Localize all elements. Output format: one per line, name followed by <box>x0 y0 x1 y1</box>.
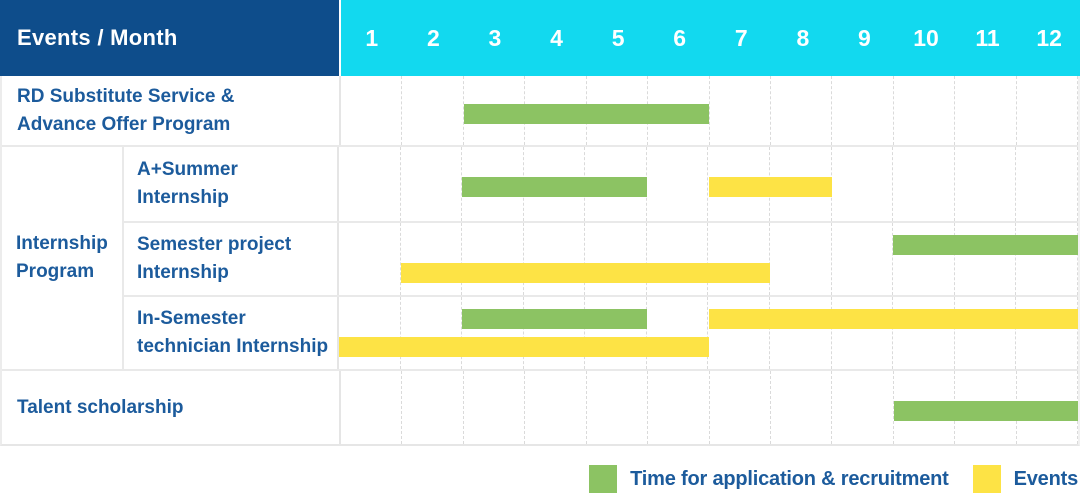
month-grid-cell <box>524 223 586 295</box>
month-header-cell: 2 <box>426 24 440 51</box>
month-grid-cell <box>402 76 464 145</box>
month-grid-cell <box>647 147 709 221</box>
row-label-in-semester-technician: In-Semester technician Internship <box>124 297 339 369</box>
month-grid-cell <box>587 371 649 444</box>
gantt-bar-events <box>708 309 1078 329</box>
month-grid-cell <box>401 297 463 369</box>
gantt-bar-application <box>893 400 1078 421</box>
month-grid-cell <box>648 371 710 444</box>
month-grid-cell <box>710 371 771 444</box>
month-grid-cell <box>770 297 832 369</box>
month-grid-cell <box>1016 223 1078 295</box>
month-grid-cell <box>771 371 833 444</box>
application-color-swatch <box>589 465 618 493</box>
month-grid-cell <box>893 297 955 369</box>
month-grid-cell <box>1016 297 1078 369</box>
month-grid-cell <box>770 223 832 295</box>
month-grid-cell <box>1017 76 1079 145</box>
legend-item-application: Time for application & recruitment <box>589 465 949 493</box>
month-grid-cell <box>955 297 1017 369</box>
month-grid-cell <box>525 371 587 444</box>
gantt-bar-events <box>339 337 709 357</box>
month-header-cell: 8 <box>796 24 810 51</box>
month-grid-cell <box>647 223 709 295</box>
month-header-cell: 1 <box>365 24 379 51</box>
month-header-cell: 9 <box>858 24 871 51</box>
month-grid-cell <box>771 76 833 145</box>
month-header-cell: 10 <box>913 24 939 51</box>
month-grid-cell <box>401 147 463 221</box>
legend-label-application: Time for application & recruitment <box>630 467 949 490</box>
month-grid-cell <box>955 147 1017 221</box>
gantt-row-rd-substitute: RD Substitute Service & Advance Offer Pr… <box>2 76 1079 147</box>
gantt-row-in-semester-technician: In-Semester technician Internship <box>124 295 1078 369</box>
month-grid-cell <box>402 371 464 444</box>
month-grid-cell <box>832 147 894 221</box>
month-header-row: 1 2 3 4 5 6 7 8 9 10 11 12 <box>341 0 1080 76</box>
gantt-row-semester-project: Semester project Internship <box>124 221 1078 295</box>
month-grid-cell <box>832 371 894 444</box>
month-grid-cell <box>585 297 647 369</box>
legend-item-events: Events <box>972 465 1079 493</box>
month-grid-cell <box>832 297 894 369</box>
gantt-bar-events <box>708 177 832 197</box>
events-color-swatch <box>972 465 1001 493</box>
row-label-rd-substitute: RD Substitute Service & Advance Offer Pr… <box>2 76 341 145</box>
gantt-bar-application <box>462 177 647 197</box>
corner-header-cell: Events / Month <box>0 0 341 76</box>
month-grid-cell <box>585 223 647 295</box>
internship-program-group: Internship Program A+Summer Internship S… <box>2 147 1078 371</box>
month-header-cell: 7 <box>734 24 748 51</box>
table-header-row: Events / Month 1 2 3 4 5 6 7 8 9 10 11 12 <box>0 0 1080 76</box>
month-grid-cell <box>647 297 709 369</box>
month-grid-cell <box>708 297 771 369</box>
month-grid-cell <box>462 223 524 295</box>
row-label-a-summer: A+Summer Internship <box>124 147 339 221</box>
chart-legend: Time for application & recruitment Event… <box>0 465 1080 493</box>
month-header-cell: 6 <box>673 24 687 51</box>
month-grid-cell <box>708 223 771 295</box>
month-grid-cell <box>341 76 403 145</box>
month-grid-cell <box>1016 147 1078 221</box>
month-grid-cell <box>464 371 526 444</box>
gantt-table: Events / Month 1 2 3 4 5 6 7 8 9 10 11 12 RD Substi… <box>0 0 1080 446</box>
gantt-bar-application <box>462 309 647 329</box>
month-grid-cell <box>955 76 1017 145</box>
month-grid-cell <box>893 147 955 221</box>
gantt-bar-application <box>463 103 710 124</box>
chart-area-in-semester-technician <box>339 297 1078 369</box>
month-grid-cell <box>710 76 771 145</box>
gantt-row-a-summer: A+Summer Internship <box>124 147 1078 221</box>
month-header-cell: 11 <box>975 24 1000 51</box>
month-header-cell: 12 <box>1036 24 1062 51</box>
gantt-bar-application <box>893 235 1078 255</box>
legend-label-events: Events <box>1013 467 1079 490</box>
chart-area-a-summer <box>339 147 1078 221</box>
gantt-row-talent-scholarship: Talent scholarship <box>2 371 1079 444</box>
row-label-talent-scholarship: Talent scholarship <box>2 371 341 444</box>
month-header-cell: 5 <box>611 24 625 51</box>
month-header-cell: 3 <box>488 24 502 51</box>
month-grid-cell <box>524 297 586 369</box>
month-grid-cell <box>832 223 894 295</box>
month-grid-cell <box>894 76 956 145</box>
gantt-bar-events <box>400 263 771 283</box>
table-body: RD Substitute Service & Advance Offer Pr… <box>0 76 1080 446</box>
chart-area-rd-substitute <box>341 76 1079 145</box>
month-grid-cell <box>832 76 894 145</box>
chart-area-talent-scholarship <box>341 371 1079 444</box>
row-label-semester-project: Semester project Internship <box>124 223 339 295</box>
chart-area-semester-project <box>339 223 1078 295</box>
internship-program-subrows: A+Summer Internship Semester project Int… <box>124 147 1078 369</box>
month-grid-cell <box>339 297 401 369</box>
group-label-internship-program: Internship Program <box>2 147 124 369</box>
month-grid-cell <box>401 223 463 295</box>
month-header-cell: 4 <box>550 24 563 51</box>
month-grid-cell <box>462 297 524 369</box>
month-grid-cell <box>339 147 401 221</box>
month-grid-cell <box>955 223 1017 295</box>
month-grid-cell <box>339 223 401 295</box>
month-grid-cell <box>893 223 955 295</box>
month-grid-cell <box>341 371 403 444</box>
